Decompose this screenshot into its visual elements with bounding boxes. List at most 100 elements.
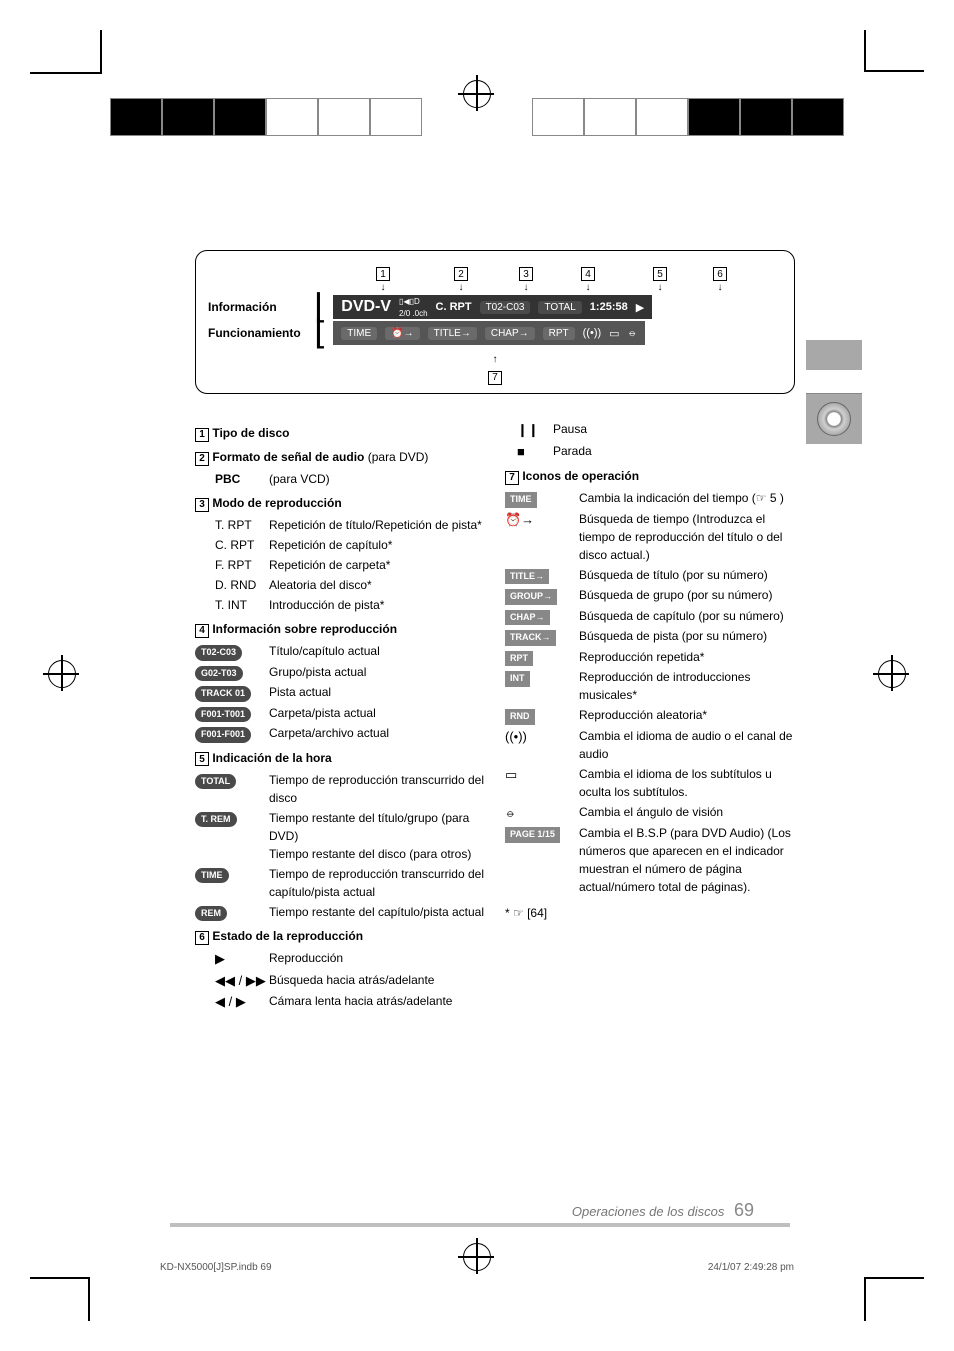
row-key: TOTAL: [195, 771, 269, 790]
row-key: ◀ / ▶: [195, 992, 269, 1012]
row-value: Aleatoria del disco*: [269, 576, 485, 594]
row-value: Reproducción de introducciones musicales…: [579, 668, 795, 704]
callout-7: ↑ 7: [208, 349, 782, 385]
content-columns: 1 Tipo de disco 2 Formato de señal de au…: [195, 418, 795, 1014]
definition-row: T. INTIntroducción de pista*: [195, 596, 485, 614]
definition-row: ■Parada: [505, 442, 795, 462]
definition-row: TIMECambia la indicación del tiempo (☞ 5…: [505, 489, 795, 508]
definition-row: TIMETiempo de reproducción transcurrido …: [195, 865, 485, 901]
definition-row: TOTALTiempo de reproducción transcurrido…: [195, 771, 485, 807]
row-value: Búsqueda de título (por su número): [579, 566, 795, 584]
row-key: ((•)): [505, 727, 579, 747]
row-key: RPT: [505, 648, 579, 667]
definition-row: F001-T001Carpeta/pista actual: [195, 704, 485, 723]
crop-mark: [88, 1279, 90, 1321]
registration-mark: [463, 80, 491, 108]
row-value: Reproducción repetida*: [579, 648, 795, 666]
row-value: Pausa: [553, 420, 795, 438]
registration-mark: [48, 660, 76, 688]
right-column: ❙❙Pausa■Parada 7 Iconos de operación TIM…: [505, 418, 795, 1014]
footnote: * ☞ [64]: [505, 904, 795, 922]
definition-row: ◀ / ▶Cámara lenta hacia atrás/adelante: [195, 992, 485, 1012]
row-key: TRACK 01: [195, 683, 269, 702]
print-info: KD-NX5000[J]SP.indb 69 24/1/07 2:49:28 p…: [160, 1262, 794, 1273]
row-value: Cambia el idioma de los subtítulos u ocu…: [579, 765, 795, 801]
crop-mark: [864, 30, 866, 72]
row-value: Búsqueda de tiempo (Introduzca el tiempo…: [579, 510, 795, 564]
row-key: RND: [505, 706, 579, 725]
definition-row: ◀◀ / ▶▶Búsqueda hacia atrás/adelante: [195, 971, 485, 991]
row-key: PAGE 1/15: [505, 824, 579, 843]
side-tab: [806, 340, 862, 444]
row-key: CHAP→: [505, 607, 579, 626]
definition-row: INTReproducción de introducciones musica…: [505, 668, 795, 704]
page-footer: Operaciones de los discos 69: [0, 1200, 754, 1221]
definition-row: GROUP→Búsqueda de grupo (por su número): [505, 586, 795, 605]
row-value: Reproducción: [269, 949, 485, 967]
footer-rule: [170, 1223, 790, 1227]
row-value: Tiempo restante del título/grupo (para D…: [269, 809, 485, 863]
definition-row: D. RNDAleatoria del disco*: [195, 576, 485, 594]
row-key: ⏰→: [505, 510, 579, 530]
row-key: F. RPT: [195, 556, 269, 574]
definition-row: TRACK 01Pista actual: [195, 683, 485, 702]
definition-row: REMTiempo restante del capítulo/pista ac…: [195, 903, 485, 922]
section-2: 2 Formato de señal de audio (para DVD): [195, 448, 485, 466]
row-value: Búsqueda de grupo (por su número): [579, 586, 795, 604]
section-1: 1 Tipo de disco: [195, 424, 485, 442]
definition-row: TRACK→Búsqueda de pista (por su número): [505, 627, 795, 646]
definition-row: G02-T03Grupo/pista actual: [195, 663, 485, 682]
row-key: ▶: [195, 949, 269, 969]
left-column: 1 Tipo de disco 2 Formato de señal de au…: [195, 418, 485, 1014]
crop-mark: [864, 70, 924, 72]
crop-mark: [100, 30, 102, 74]
crop-mark: [30, 72, 100, 74]
callout-5: 5↓: [620, 267, 700, 293]
row-value: Grupo/pista actual: [269, 663, 485, 681]
row-value: Búsqueda de capítulo (por su número): [579, 607, 795, 625]
row-value: Búsqueda hacia atrás/adelante: [269, 971, 485, 989]
callout-4: 4↓: [556, 267, 620, 293]
definition-row: ❙❙Pausa: [505, 420, 795, 440]
definition-row: PAGE 1/15Cambia el B.S.P (para DVD Audio…: [505, 824, 795, 896]
row-key: ▭: [505, 765, 579, 785]
definition-row: ▶Reproducción: [195, 949, 485, 969]
definition-row: C. RPTRepetición de capítulo*: [195, 536, 485, 554]
row-value: Carpeta/archivo actual: [269, 724, 485, 742]
definition-row: ⦵Cambia el ángulo de visión: [505, 803, 795, 823]
lcd-info-bar: DVD-V ▯◀▯D 2/0 .0ch C. RPT T02-C03 TOTAL…: [333, 295, 652, 319]
row-key: G02-T03: [195, 663, 269, 682]
definition-row: TITLE→Búsqueda de título (por su número): [505, 566, 795, 585]
definition-row: T. REMTiempo restante del título/grupo (…: [195, 809, 485, 863]
row-value: Cámara lenta hacia atrás/adelante: [269, 992, 485, 1010]
row-key: ❙❙: [505, 420, 553, 440]
row-key: F001-F001: [195, 724, 269, 743]
row-key: REM: [195, 903, 269, 922]
row-key: ⦵: [505, 803, 579, 823]
row-value: Repetición de capítulo*: [269, 536, 485, 554]
row-value: Reproducción aleatoria*: [579, 706, 795, 724]
func-row: Funcionamiento ⌊ TIME ⏰→ TITLE→ CHAP→ RP…: [208, 321, 782, 345]
row-key: C. RPT: [195, 536, 269, 554]
definition-row: F. RPTRepetición de carpeta*: [195, 556, 485, 574]
row-key: T02-C03: [195, 642, 269, 661]
crop-mark: [864, 1279, 866, 1321]
row-value: Título/capítulo actual: [269, 642, 485, 660]
crop-mark: [864, 1277, 924, 1279]
section-6: 6 Estado de la reproducción: [195, 927, 485, 945]
row-key: D. RND: [195, 576, 269, 594]
callout-2: 2↓: [426, 267, 496, 293]
definition-row: RNDReproducción aleatoria*: [505, 706, 795, 725]
row-value: Cambia la indicación del tiempo (☞ 5 ): [579, 489, 795, 507]
row-key: T. INT: [195, 596, 269, 614]
definition-row: RPTReproducción repetida*: [505, 648, 795, 667]
row-value: Introducción de pista*: [269, 596, 485, 614]
definition-row: ▭Cambia el idioma de los subtítulos u oc…: [505, 765, 795, 801]
row-key: T. RPT: [195, 516, 269, 534]
lcd-diagram: 1↓ 2↓ 3↓ 4↓ 5↓ 6↓ Información ⌊ DVD-V ▯◀…: [195, 250, 795, 394]
row-value: Repetición de carpeta*: [269, 556, 485, 574]
row-value: Tiempo restante del capítulo/pista actua…: [269, 903, 485, 921]
definition-row: T. RPTRepetición de título/Repetición de…: [195, 516, 485, 534]
section-3: 3 Modo de reproducción: [195, 494, 485, 512]
pbc-row: PBC (para VCD): [195, 470, 485, 488]
